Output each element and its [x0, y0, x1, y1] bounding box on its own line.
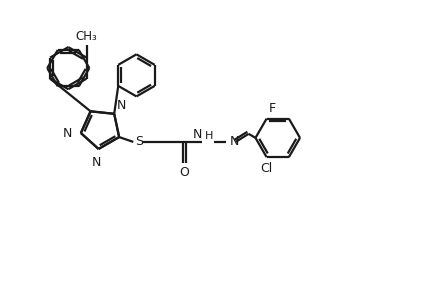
- Text: O: O: [180, 166, 189, 179]
- Text: N: N: [92, 156, 102, 169]
- Text: Cl: Cl: [260, 162, 273, 175]
- Text: N: N: [193, 128, 202, 141]
- Text: H: H: [204, 131, 213, 141]
- Text: N: N: [116, 99, 126, 112]
- Text: F: F: [269, 102, 276, 115]
- Text: S: S: [135, 136, 143, 148]
- Text: N: N: [63, 126, 72, 140]
- Text: N: N: [230, 136, 239, 148]
- Text: CH₃: CH₃: [75, 31, 97, 43]
